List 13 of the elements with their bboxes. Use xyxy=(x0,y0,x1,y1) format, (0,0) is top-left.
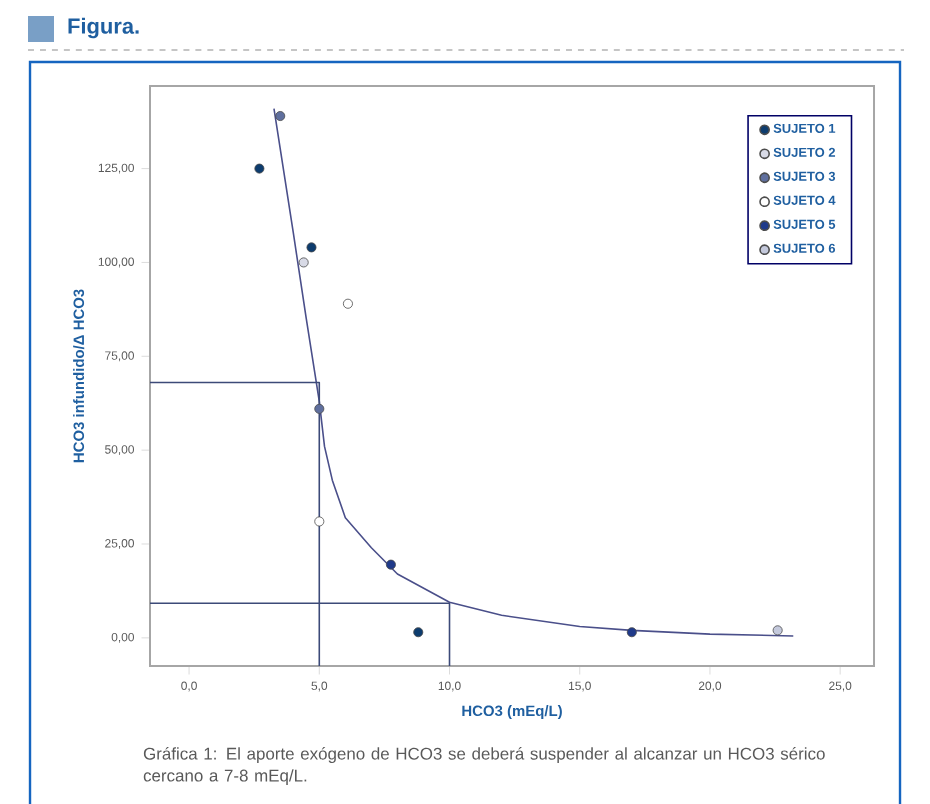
point xyxy=(385,559,396,570)
point xyxy=(314,516,325,527)
point xyxy=(275,111,286,122)
point xyxy=(413,627,424,638)
text: Gráfica 1: El aporte exógeno de HCO3 se deberá suspender al alcanzar un HCO3 sérico cercano a 7-8 mEq/L. xyxy=(143,747,825,785)
point xyxy=(306,242,317,253)
point xyxy=(626,627,637,638)
point xyxy=(772,625,783,636)
chart-title: Figura. xyxy=(68,17,139,39)
point xyxy=(254,163,265,174)
point xyxy=(314,403,325,414)
point xyxy=(298,257,309,268)
point xyxy=(342,298,353,309)
